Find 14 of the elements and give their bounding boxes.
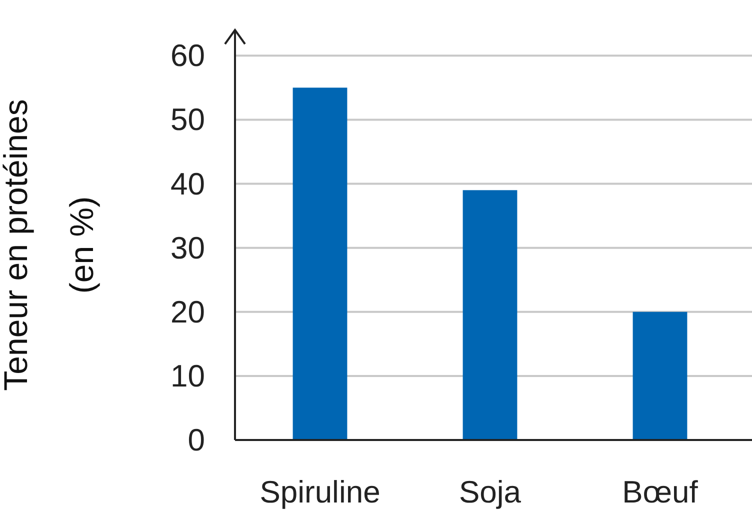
y-tick-label: 60 bbox=[170, 38, 205, 74]
x-tick-label: Spiruline bbox=[260, 474, 380, 510]
y-tick-label: 0 bbox=[188, 422, 205, 458]
y-tick-label: 20 bbox=[170, 294, 205, 330]
y-tick-label: 50 bbox=[170, 102, 205, 138]
bar bbox=[292, 88, 348, 440]
y-tick-label: 30 bbox=[170, 230, 205, 266]
y-tick-label: 40 bbox=[170, 166, 205, 202]
x-tick-label: Bœuf bbox=[622, 474, 698, 510]
y-axis-title: Teneur en protéines (en %) bbox=[0, 99, 100, 391]
bar bbox=[632, 312, 688, 440]
bar bbox=[462, 190, 518, 440]
y-tick-label: 10 bbox=[170, 358, 205, 394]
x-tick-label: Soja bbox=[458, 474, 522, 510]
